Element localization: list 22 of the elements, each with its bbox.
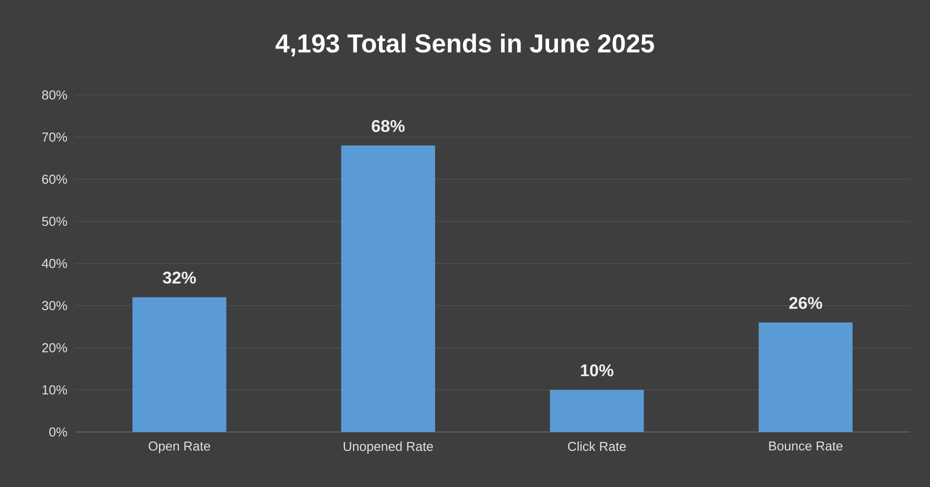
bar	[132, 297, 226, 432]
bar	[758, 322, 853, 432]
x-tick-label: Open Rate	[148, 442, 210, 454]
y-tick-label: 20%	[42, 343, 68, 352]
data-label: 10%	[580, 364, 614, 376]
y-tick-label: 50%	[42, 216, 68, 226]
x-tick-label: Unopened Rate	[344, 442, 433, 454]
chart-title: 4,193 Total Sends in June 2025	[276, 34, 654, 56]
data-label: 68%	[372, 120, 405, 132]
y-tick-label: 60%	[42, 174, 68, 184]
x-tick-label: Click Rate	[568, 442, 626, 452]
x-tick-label: Bounce Rate	[769, 442, 842, 451]
data-label: 32%	[162, 272, 196, 284]
y-tick-label: 80%	[42, 90, 68, 100]
data-label: 26%	[789, 296, 822, 309]
y-tick-label: 0%	[49, 427, 68, 437]
y-tick-label: 70%	[42, 132, 68, 142]
y-tick-label: 40%	[42, 258, 68, 268]
bar	[341, 146, 436, 432]
y-tick-label: 10%	[42, 385, 68, 394]
y-tick-label: 30%	[42, 301, 68, 310]
bar	[550, 390, 644, 432]
